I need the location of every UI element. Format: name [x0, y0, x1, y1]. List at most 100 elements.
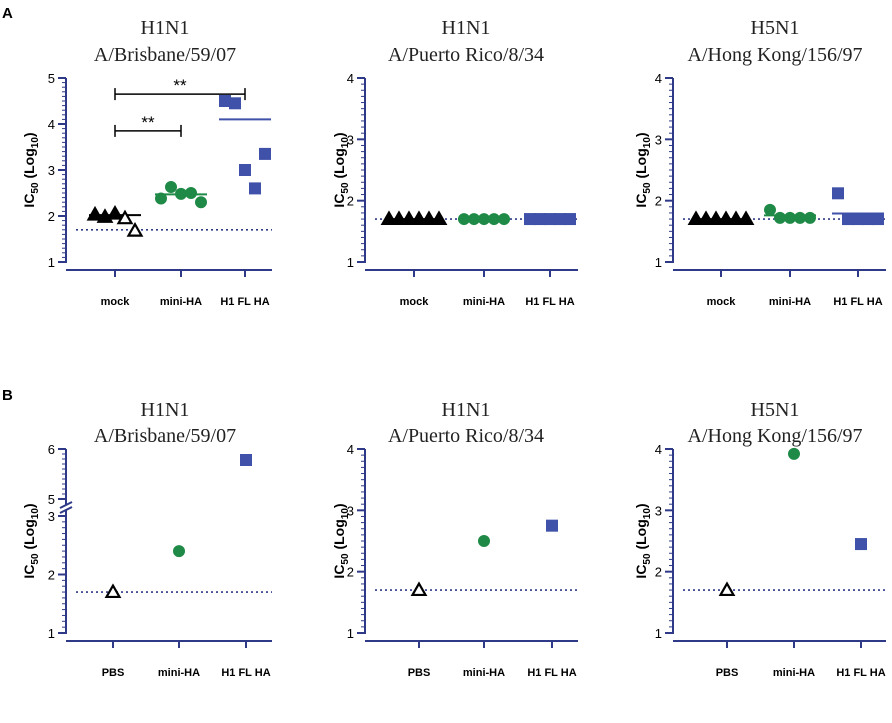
data-point-h1-fl-ha: [240, 454, 252, 466]
y-tick-label: 5: [48, 492, 55, 507]
panel-label-a: A: [2, 5, 13, 22]
y-tick-label: 3: [48, 163, 55, 178]
x-category-label: mini-HA: [773, 667, 815, 679]
chart-panel-6: H5N1 A/Hong Kong/156/97 IC50 (Log10) 1 2 3 4 PB…: [633, 399, 886, 679]
x-category-label: H1 FL HA: [527, 667, 576, 679]
chart-title: H1N1: [141, 399, 190, 421]
y-tick-label: 3: [655, 503, 662, 518]
data-point-h1-fl-ha: [249, 182, 261, 195]
chart-panel-1: H1N1 A/Brisbane/59/07 IC50 (Log10) 1 2 3 4 5 moc…: [21, 17, 272, 308]
data-point-h1-fl-ha: [554, 213, 566, 226]
y-tick-label: 1: [655, 255, 662, 270]
data-point-mock: [737, 210, 755, 226]
y-tick-label: 1: [48, 626, 55, 641]
data-point-mock: [126, 222, 144, 237]
axis-break-mark: [59, 501, 73, 509]
data-point-pbs: [104, 583, 122, 599]
chart-title: H1N1: [141, 17, 190, 39]
x-category-label: H1 FL HA: [525, 296, 574, 308]
chart-subtitle: A/Hong Kong/156/97: [688, 425, 863, 447]
data-point-mini-ha: [175, 187, 187, 200]
y-tick-label: 2: [655, 194, 662, 209]
x-category-label: mini-HA: [463, 667, 505, 679]
data-point-h1-fl-ha: [862, 213, 874, 226]
data-point-mock: [420, 210, 438, 226]
y-axis-label: IC50 (Log10): [331, 132, 351, 207]
data-point-h1-fl-ha: [259, 147, 271, 160]
data-point-h1-fl-ha: [872, 213, 884, 226]
y-tick-label: 1: [347, 626, 354, 641]
chart-title: H5N1: [751, 399, 800, 421]
y-tick-label: 4: [48, 117, 55, 132]
x-category-label: PBS: [102, 667, 125, 679]
chart-panel-5: H1N1 A/Puerto Rico/8/34 IC50 (Log10) 1 2 3 4 PB…: [331, 399, 578, 679]
data-point-h1-fl-ha: [832, 187, 844, 200]
y-tick-label: 2: [347, 565, 354, 580]
data-point-mini-ha: [185, 187, 197, 199]
data-point-h1-fl-ha: [546, 519, 558, 532]
data-point-mini-ha: [458, 213, 470, 226]
chart-subtitle: A/Hong Kong/156/97: [688, 44, 863, 66]
data-point-mock: [697, 210, 715, 226]
chart-title: H1N1: [442, 17, 491, 39]
data-point-mini-ha: [788, 447, 800, 460]
chart-subtitle: A/Puerto Rico/8/34: [388, 425, 544, 447]
data-point-h1-fl-ha: [855, 538, 867, 551]
data-point-mini-ha: [794, 211, 806, 224]
data-point-mini-ha: [478, 535, 490, 547]
x-category-label: mini-HA: [769, 296, 811, 308]
axis-break-mark: [59, 506, 73, 514]
y-axis-label: IC50 (Log10): [633, 132, 653, 207]
data-point-mini-ha: [784, 211, 796, 224]
data-point-mini-ha: [478, 213, 490, 226]
y-tick-label: 4: [655, 71, 662, 86]
y-axis-label: IC50 (Log10): [21, 503, 41, 578]
y-tick-label: 3: [48, 509, 55, 524]
chart-panel-4: H1N1 A/Brisbane/59/07 IC50 (Log10) 1 2 3 5 6 PBS…: [21, 399, 272, 679]
significance-label: **: [141, 113, 155, 132]
data-point-h1-fl-ha: [544, 213, 556, 226]
data-point-mini-ha: [173, 545, 185, 558]
data-point-mock: [430, 210, 448, 226]
chart-panel-2: H1N1 A/Puerto Rico/8/34 IC50 (Log10) 1 2 3 4 mo…: [331, 17, 578, 308]
chart-title: H5N1: [751, 17, 800, 39]
y-tick-label: 2: [48, 568, 55, 583]
y-tick-label: 3: [347, 503, 354, 518]
chart-subtitle: A/Brisbane/59/07: [94, 425, 236, 447]
y-tick-label: 1: [347, 255, 354, 270]
x-category-label: H1 FL HA: [220, 296, 269, 308]
chart-subtitle: A/Puerto Rico/8/34: [388, 44, 544, 66]
data-point-h1-fl-ha: [229, 97, 241, 110]
y-axis-label: IC50 (Log10): [633, 503, 653, 578]
data-point-h1-fl-ha: [852, 213, 864, 226]
data-point-mini-ha: [155, 192, 167, 205]
chart-subtitle: A/Brisbane/59/07: [94, 44, 236, 66]
y-axis-label: IC50 (Log10): [331, 503, 351, 578]
data-point-mock: [717, 210, 735, 226]
x-category-label: H1 FL HA: [836, 667, 885, 679]
data-point-mini-ha: [774, 211, 786, 224]
y-tick-label: 3: [655, 132, 662, 147]
data-point-h1-fl-ha: [534, 213, 546, 226]
significance-label: **: [173, 76, 187, 95]
x-category-label: mock: [707, 296, 737, 308]
data-point-mini-ha: [804, 211, 816, 224]
x-category-label: H1 FL HA: [833, 296, 882, 308]
data-point-mock: [86, 205, 104, 221]
data-point-h1-fl-ha: [219, 95, 231, 107]
data-point-mini-ha: [764, 203, 776, 216]
data-point-mock: [400, 210, 418, 226]
data-point-mock: [410, 210, 428, 226]
y-tick-label: 2: [48, 209, 55, 224]
x-category-label: mock: [101, 296, 131, 308]
data-point-pbs: [410, 581, 428, 597]
data-point-mock: [106, 204, 124, 220]
data-point-mini-ha: [165, 181, 177, 194]
x-category-label: mock: [400, 296, 430, 308]
data-point-mini-ha: [195, 196, 207, 209]
y-tick-label: 4: [655, 442, 662, 457]
data-point-mini-ha: [468, 213, 480, 226]
data-point-mock: [116, 209, 134, 225]
x-category-label: mini-HA: [463, 296, 505, 308]
data-point-h1-fl-ha: [564, 213, 576, 226]
